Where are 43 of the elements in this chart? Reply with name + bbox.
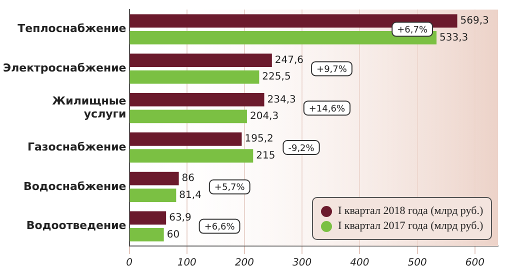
x-tick-label: 0 [126, 258, 132, 269]
data-label: 81,4 [179, 190, 202, 201]
x-tick-label: 400 [350, 258, 370, 269]
bar [130, 132, 242, 146]
data-label: 247,6 [274, 54, 304, 66]
data-label: 225,5 [262, 72, 291, 83]
x-tick-label: 500 [408, 258, 427, 269]
data-label: 204,3 [250, 111, 279, 122]
data-label: 86 [182, 173, 195, 184]
bar [130, 70, 260, 84]
annotation: +14,6% [308, 104, 346, 114]
bar [130, 172, 179, 186]
y-tick-label: Водоснабжение [23, 180, 126, 193]
annotation: +6,6% [204, 222, 236, 233]
y-tick-label: Теплоснабжение [18, 22, 126, 36]
bar [130, 228, 164, 242]
y-tick-label: Водоотведение [26, 219, 126, 232]
data-label: 533,3 [440, 32, 468, 44]
bar [130, 149, 254, 163]
bar [130, 188, 176, 202]
bar [130, 211, 166, 225]
x-tick-label: 600 [465, 258, 484, 269]
annotation: +5,7% [214, 183, 246, 194]
y-tick-label: Электроснабжение [2, 62, 126, 75]
annotation: -9,2% [288, 144, 315, 154]
bar [130, 110, 247, 124]
x-tick-label: 300 [292, 258, 312, 269]
data-label: 195,2 [244, 134, 274, 145]
data-label: 60 [166, 229, 180, 240]
x-tick-label: 100 [177, 258, 196, 269]
data-label: 234,3 [267, 94, 296, 106]
y-tick-label: Газоснабжение [27, 140, 126, 154]
data-label: 569,3 [460, 16, 489, 27]
bar [130, 93, 264, 106]
legend-label: I квартал 2017 года (млрд руб.) [337, 220, 484, 232]
bar [130, 54, 272, 68]
annotation: +6,7% [397, 26, 428, 36]
legend-label: I квартал 2018 года (млрд руб.) [337, 205, 484, 217]
x-tick-label: 200 [234, 258, 254, 269]
y-tick-label: Жилищные услуги [52, 94, 126, 121]
annotation: +9,7% [316, 65, 348, 76]
data-label: 215 [256, 150, 276, 162]
data-label: 63,9 [169, 212, 192, 224]
